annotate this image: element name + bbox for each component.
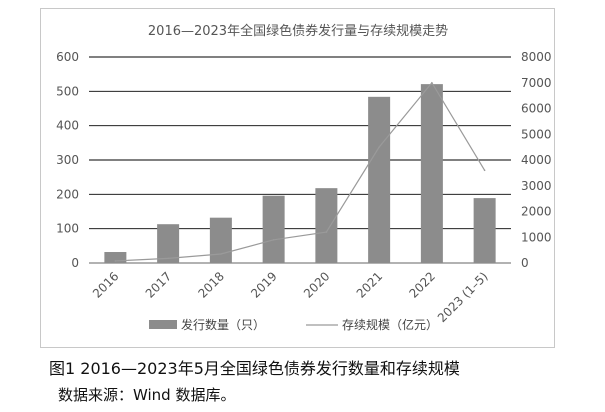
x-tick-label: 2021	[354, 269, 385, 300]
chart-svg: 2016—2023年全国绿色债券发行量与存续规模走势 0 100 200 300 400…	[56, 23, 552, 332]
bar	[209, 217, 232, 263]
y-right-tick-label: 0	[521, 256, 529, 270]
legend-bar-swatch	[149, 320, 177, 329]
y-right-tick-label: 1000	[521, 230, 552, 244]
y-right-tick-label: 8000	[521, 50, 552, 64]
data-source-note: 数据来源：Wind 数据库。	[58, 386, 236, 404]
y-right-tick-label: 5000	[521, 127, 552, 141]
bar	[262, 195, 285, 263]
y-left-tick-label: 600	[56, 50, 79, 64]
line-point	[378, 146, 380, 148]
chart-title: 2016—2023年全国绿色债券发行量与存续规模走势	[148, 23, 448, 39]
legend-label: 发行数量（只）	[181, 317, 265, 332]
y-right-tick-label: 3000	[521, 179, 552, 193]
x-tick-label: 2020	[301, 269, 332, 300]
bar	[104, 252, 127, 263]
chart-frame: 2016—2023年全国绿色债券发行量与存续规模走势 0 100 200 300 400…	[40, 8, 555, 348]
y-left-tick-label: 200	[56, 187, 79, 201]
x-tick-label: 2019	[248, 269, 279, 300]
figure-caption: 图1 2016—2023年5月全国绿色债券发行数量和存续规模	[49, 359, 460, 378]
y-left-tick-label: 400	[56, 119, 79, 133]
y-right-tick-label: 2000	[521, 205, 552, 219]
x-tick-label: 2023 (1–5)	[435, 269, 491, 325]
y-left-tick-label: 300	[56, 153, 79, 167]
bar	[420, 84, 443, 263]
bar	[315, 188, 338, 263]
line-point	[431, 81, 433, 84]
bar	[157, 224, 180, 263]
x-tick-label: 2018	[195, 269, 226, 300]
bar	[368, 96, 391, 264]
y-right-tick-label: 7000	[521, 76, 552, 90]
x-tick-label: 2016	[90, 269, 121, 300]
y-left-tick-label: 500	[56, 84, 79, 98]
bar	[473, 198, 496, 263]
y-right-tick-label: 4000	[521, 153, 552, 167]
y-right-tick-label: 6000	[521, 102, 552, 116]
legend-label: 存续规模（亿元）	[342, 317, 438, 332]
x-tick-label: 2017	[143, 269, 174, 300]
line-point	[220, 253, 222, 255]
y-left-tick-label: 100	[56, 222, 79, 236]
line-point	[325, 231, 328, 233]
line-point	[483, 169, 486, 172]
line-point	[114, 260, 117, 262]
line-point	[167, 257, 169, 260]
x-tick-label: 2022	[406, 269, 437, 300]
series-line	[115, 81, 486, 262]
y-left-tick-label: 0	[71, 256, 79, 270]
line-point	[272, 239, 275, 241]
